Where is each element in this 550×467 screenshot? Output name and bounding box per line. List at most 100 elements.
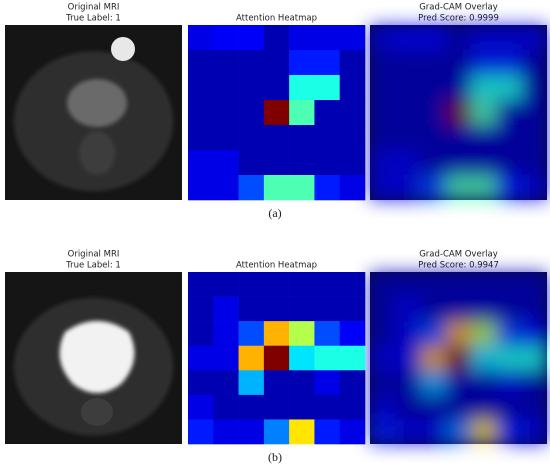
overlay-cell xyxy=(420,394,447,420)
heatmap-cell xyxy=(314,345,341,371)
overlay-cell xyxy=(420,345,447,371)
overlay-cell xyxy=(420,272,447,297)
overlay-cell xyxy=(521,321,548,347)
overlay-cell xyxy=(445,296,472,322)
mri-image xyxy=(5,272,182,444)
heatmap-cell xyxy=(188,370,214,396)
heatmap-cell xyxy=(289,150,315,176)
overlay-cell xyxy=(445,394,472,420)
heatmap-cell xyxy=(339,150,366,176)
overlay-cell xyxy=(521,50,548,76)
overlay-cell xyxy=(471,100,497,126)
overlay-cell xyxy=(420,175,447,201)
overlay-cell xyxy=(445,321,472,347)
true-label: True Label: 1 xyxy=(65,261,121,271)
overlay-cell xyxy=(521,394,548,420)
overlay-cell xyxy=(471,175,497,201)
heatmap-cell xyxy=(339,370,366,396)
overlay-heat xyxy=(370,272,548,445)
overlay-cell xyxy=(496,125,523,151)
overlay-cell xyxy=(521,370,548,396)
heatmap-cell xyxy=(289,394,315,420)
overlay-cell xyxy=(496,345,523,371)
heatmap-cell xyxy=(289,370,315,396)
heatmap-cell xyxy=(238,50,265,76)
overlay-cell xyxy=(395,75,421,101)
overlay-cell xyxy=(471,25,497,51)
heatmap-cell xyxy=(339,419,366,445)
overlay-cell xyxy=(521,296,548,322)
overlay-cell xyxy=(496,296,523,322)
mri-rectum xyxy=(81,398,113,426)
overlay-cell xyxy=(496,321,523,347)
heatmap-cell xyxy=(289,25,315,51)
heatmap-cell xyxy=(339,394,366,420)
heatmap-cell xyxy=(263,150,290,176)
heatmap-cell xyxy=(289,296,315,322)
heatmap-cell xyxy=(238,125,265,151)
heatmap-cell xyxy=(213,321,239,347)
heatmap-cell xyxy=(213,25,239,51)
heatmap-cell xyxy=(238,25,265,51)
overlay-cell xyxy=(395,50,421,76)
overlay-cell xyxy=(471,296,497,322)
overlay-cell xyxy=(445,75,472,101)
heatmap-cell xyxy=(188,394,214,420)
overlay-cell xyxy=(395,125,421,151)
overlay-cell xyxy=(420,296,447,322)
image-title: Original MRI xyxy=(68,3,120,13)
heatmap-cell xyxy=(188,100,214,126)
overlay-cell xyxy=(370,25,396,51)
heatmap-cell xyxy=(263,175,290,201)
overlay-cell xyxy=(395,296,421,322)
image-title: Attention Heatmap xyxy=(236,14,317,24)
overlay-cell xyxy=(471,419,497,445)
heatmap-cell xyxy=(314,25,341,51)
heatmap-cell xyxy=(289,125,315,151)
image-title: Grad-CAM Overlay xyxy=(419,250,498,260)
heatmap-cell xyxy=(314,394,341,420)
mri-prostate xyxy=(67,79,127,127)
overlay-cell xyxy=(370,150,396,176)
overlay-cell xyxy=(521,75,548,101)
overlay-cell xyxy=(496,370,523,396)
image-title: Original MRI xyxy=(68,250,120,260)
caption: (a) xyxy=(268,206,281,220)
overlay-image xyxy=(370,25,548,201)
heatmap-cell xyxy=(339,100,366,126)
overlay-cell xyxy=(370,175,396,201)
heatmap-cell xyxy=(263,321,290,347)
mri-bladder xyxy=(59,321,135,393)
overlay-cell xyxy=(420,321,447,347)
overlay-heat xyxy=(370,25,548,201)
overlay-cell xyxy=(496,272,523,297)
overlay-cell xyxy=(496,419,523,445)
overlay-cell xyxy=(496,50,523,76)
overlay-cell xyxy=(420,125,447,151)
heatmap-cell xyxy=(314,175,341,201)
overlay-cell xyxy=(445,150,472,176)
heatmap-cell xyxy=(263,272,290,297)
overlay-cell xyxy=(420,419,447,445)
overlay-cell xyxy=(370,50,396,76)
heatmap-cell xyxy=(188,345,214,371)
heatmap-cell xyxy=(289,345,315,371)
overlay-cell xyxy=(445,419,472,445)
overlay-cell xyxy=(521,25,548,51)
heatmap-cell xyxy=(213,125,239,151)
overlay-cell xyxy=(370,125,396,151)
heatmap-cell xyxy=(314,296,341,322)
heatmap-cell xyxy=(339,296,366,322)
overlay-cell xyxy=(445,125,472,151)
overlay-cell xyxy=(395,370,421,396)
heatmap-cell xyxy=(314,75,341,101)
heatmap-cell xyxy=(238,296,265,322)
overlay-cell xyxy=(471,394,497,420)
heatmap-cell xyxy=(213,100,239,126)
heatmap-cell xyxy=(213,296,239,322)
image-title: Grad-CAM Overlay xyxy=(419,3,498,13)
heatmap-cell xyxy=(289,100,315,126)
heatmap-cell xyxy=(263,75,290,101)
image-title: Attention Heatmap xyxy=(236,261,317,271)
overlay-cell xyxy=(471,321,497,347)
